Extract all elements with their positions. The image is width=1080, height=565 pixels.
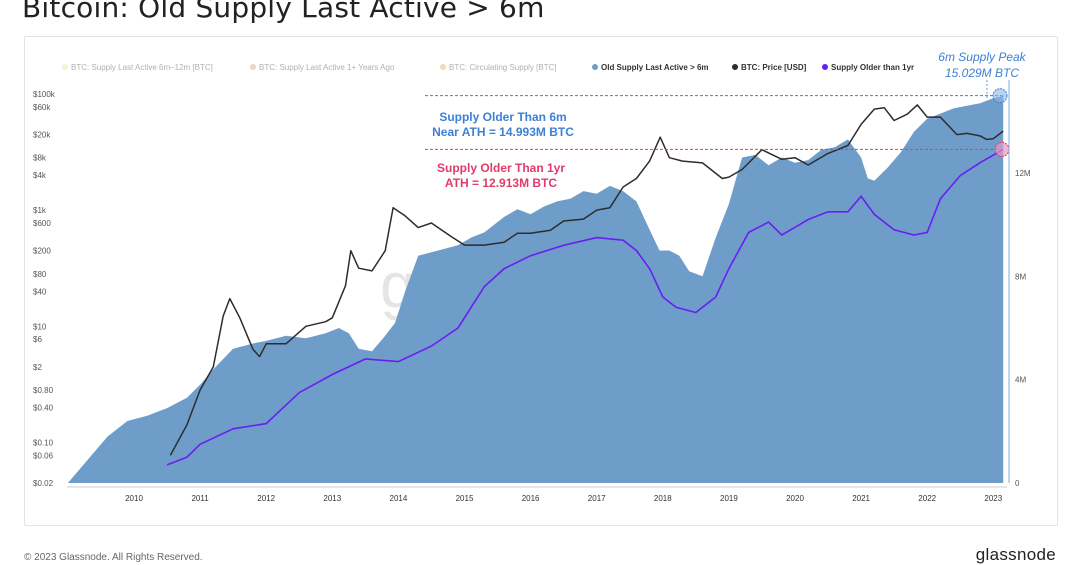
y-tick-label-price: $0.06: [33, 451, 54, 460]
y-tick-label-supply: 0: [1015, 479, 1020, 488]
annotation-peak-line2: 15.029M BTC: [945, 66, 1019, 80]
legend-label: Old Supply Last Active > 6m: [601, 63, 709, 72]
x-tick-label: 2022: [918, 494, 936, 503]
annotation-1yr-line1: Supply Older Than 1yr: [437, 161, 565, 175]
chart-card: gl BTC: Supply Last Active 6m–12m [BTC] BT…: [24, 36, 1058, 526]
x-tick-label: 2014: [390, 494, 408, 503]
legend-dot: [440, 64, 446, 70]
y-tick-label-price: $0.80: [33, 386, 54, 395]
x-tick-label: 2021: [852, 494, 870, 503]
legend-dot: [62, 64, 68, 70]
page-title: Bitcoin: Old Supply Last Active > 6m: [22, 0, 545, 24]
y-tick-label-price: $0.10: [33, 438, 54, 447]
y-tick-label-price: $10: [33, 322, 47, 331]
peak-marker-6m: [992, 88, 1008, 104]
x-tick-label: 2012: [257, 494, 275, 503]
x-tick-label: 2016: [522, 494, 540, 503]
x-tick-label: 2011: [191, 494, 209, 503]
annotation-6m-line1: Supply Older Than 6m: [439, 110, 566, 124]
y-tick-label-price: $0.02: [33, 479, 54, 488]
legend-label: BTC: Price [USD]: [741, 63, 807, 72]
y-tick-label-supply: 8M: [1015, 272, 1026, 281]
y-tick-label-price: $60k: [33, 103, 51, 112]
y-tick-label-price: $2: [33, 363, 42, 372]
y-tick-label-price: $40: [33, 287, 47, 296]
legend-dot: [592, 64, 598, 70]
x-tick-label: 2018: [654, 494, 672, 503]
legend-label: BTC: Supply Last Active 6m–12m [BTC]: [71, 63, 213, 72]
y-tick-label-price: $6: [33, 335, 42, 344]
legend-label: Supply Older than 1yr: [831, 63, 914, 72]
x-tick-label: 2020: [786, 494, 804, 503]
copyright-text: © 2023 Glassnode. All Rights Reserved.: [24, 552, 203, 563]
y-tick-label-price: $1k: [33, 206, 47, 215]
series-supply-1yr-line: [166, 148, 1004, 466]
series-price-line: [169, 104, 1004, 456]
series-old-supply-area: [67, 95, 1004, 483]
peak-marker-1yr: [994, 141, 1010, 157]
x-tick-label: 2023: [984, 494, 1002, 503]
legend-label: BTC: Supply Last Active 1+ Years Ago: [259, 63, 395, 72]
y-tick-label-price: $8k: [33, 154, 47, 163]
x-tick-label: 2019: [720, 494, 738, 503]
x-tick-label: 2010: [125, 494, 143, 503]
legend-dot: [732, 64, 738, 70]
y-tick-label-price: $0.40: [33, 403, 54, 412]
y-tick-label-price: $80: [33, 270, 47, 279]
y-tick-label-price: $100k: [33, 90, 56, 99]
x-tick-label: 2013: [323, 494, 341, 503]
y-tick-label-price: $600: [33, 219, 51, 228]
annotation-6m-line2: Near ATH = 14.993M BTC: [432, 125, 574, 139]
x-tick-label: 2015: [456, 494, 474, 503]
x-tick-label: 2017: [588, 494, 606, 503]
brand-logo: glassnode: [975, 545, 1056, 564]
y-tick-label-supply: 12M: [1015, 169, 1031, 178]
annotation-peak-line1: 6m Supply Peak: [938, 50, 1026, 64]
legend-dot: [822, 64, 828, 70]
legend-dot: [250, 64, 256, 70]
y-tick-label-price: $20k: [33, 131, 51, 140]
annotation-1yr-line2: ATH = 12.913M BTC: [445, 176, 557, 190]
legend-label: BTC: Circulating Supply [BTC]: [449, 63, 557, 72]
y-tick-label-price: $200: [33, 247, 51, 256]
y-tick-label-price: $4k: [33, 171, 47, 180]
y-tick-label-supply: 4M: [1015, 376, 1026, 385]
